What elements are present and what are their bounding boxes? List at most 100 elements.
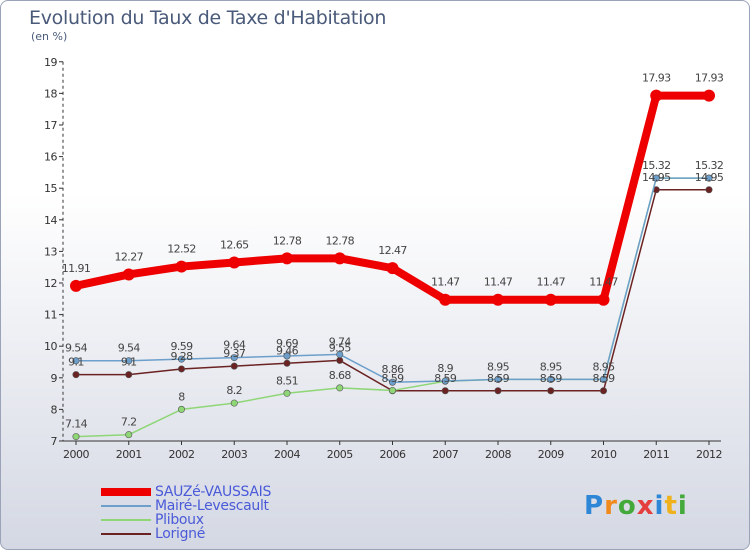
- data-label: 8.9: [437, 362, 453, 375]
- series-point-1: [544, 293, 557, 306]
- data-label: 9.69: [276, 337, 299, 350]
- y-tick-label: 15: [44, 182, 57, 195]
- x-tick-label: 2001: [116, 448, 142, 461]
- data-label: 12.65: [220, 238, 249, 251]
- x-tick-label: 2008: [485, 448, 511, 461]
- y-tick-label: 9: [51, 372, 58, 385]
- y-tick-label: 16: [44, 151, 57, 164]
- data-label: 11.91: [62, 262, 91, 275]
- series-point-4: [72, 371, 80, 379]
- data-label: 8.59: [381, 372, 404, 385]
- data-label: 9.1: [121, 356, 137, 369]
- series-point-2: [72, 357, 80, 365]
- legend-swatch-pliboux: [101, 519, 151, 521]
- series-point-1: [703, 89, 715, 102]
- legend-swatch-maire: [101, 505, 151, 507]
- series-point-3: [388, 386, 396, 394]
- legend-label-maire: Mairé-Levescault: [155, 498, 269, 514]
- series-point-3: [230, 399, 238, 407]
- series-point-2: [125, 357, 133, 365]
- x-tick-label: 2002: [169, 448, 195, 461]
- y-tick-label: 14: [44, 214, 57, 227]
- series-point-3: [283, 389, 291, 397]
- data-label: 9.54: [65, 342, 88, 355]
- x-tick-label: 2003: [221, 448, 247, 461]
- data-label: 8.59: [540, 372, 563, 385]
- data-label: 8.95: [592, 360, 615, 373]
- x-tick-label: 2005: [327, 448, 353, 461]
- y-tick-label: 7: [51, 435, 58, 448]
- data-label: 9.37: [223, 347, 246, 360]
- series-point-3: [336, 384, 344, 392]
- data-label: 11.47: [589, 276, 618, 289]
- data-label: 17.93: [695, 72, 724, 85]
- chart-subtitle: (en %): [31, 30, 68, 43]
- series-point-4: [547, 387, 555, 395]
- series-point-2: [547, 375, 555, 383]
- data-label: 8.59: [487, 372, 510, 385]
- data-label: 11.47: [537, 276, 566, 289]
- data-label: 14.95: [642, 171, 671, 184]
- data-label: 7.14: [65, 418, 88, 431]
- series-point-1: [281, 252, 293, 265]
- series-point-2: [283, 352, 291, 360]
- series-point-2: [652, 174, 660, 182]
- data-label: 8.68: [329, 369, 352, 382]
- legend-label-pliboux: Pliboux: [155, 512, 204, 528]
- series-point-4: [125, 371, 133, 379]
- series-point-1: [439, 293, 452, 306]
- y-tick-label: 10: [44, 340, 57, 353]
- series-point-4: [230, 362, 238, 370]
- series-point-1: [333, 252, 346, 265]
- x-tick-label: 2011: [643, 448, 669, 461]
- data-label: 8.51: [276, 374, 298, 387]
- data-label: 15.32: [642, 159, 671, 172]
- data-label: 14.95: [695, 171, 724, 184]
- data-label: 9.59: [170, 340, 193, 353]
- series-point-1: [228, 256, 241, 269]
- series-point-3: [125, 431, 133, 439]
- x-tick-label: 2006: [380, 448, 406, 461]
- data-label: 9.46: [276, 344, 299, 357]
- series-point-2: [336, 350, 344, 358]
- x-tick-label: 2000: [63, 448, 89, 461]
- series-point-2: [388, 378, 396, 386]
- series-point-2: [178, 355, 186, 363]
- y-tick-label: 17: [44, 119, 57, 132]
- y-tick-label: 18: [44, 87, 57, 100]
- series-point-4: [283, 359, 291, 367]
- data-label: 11.47: [484, 276, 513, 289]
- series-point-4: [336, 356, 344, 364]
- data-label: 15.32: [695, 159, 724, 172]
- y-tick-label: 12: [44, 277, 57, 290]
- legend-label-sauze: SAUZé-VAUSSAIS: [155, 484, 272, 500]
- y-tick-label: 11: [44, 309, 57, 322]
- data-label: 9.64: [223, 339, 246, 352]
- x-tick-label: 2010: [591, 448, 617, 461]
- series-point-4: [599, 387, 607, 395]
- series-point-1: [122, 268, 135, 281]
- data-label: 9.54: [118, 342, 141, 355]
- data-label: 9.1: [68, 356, 84, 369]
- x-tick-label: 2004: [274, 448, 300, 461]
- x-tick-label: 2007: [432, 448, 458, 461]
- y-tick-label: 8: [51, 403, 58, 416]
- series-point-1: [175, 260, 188, 273]
- data-label: 9.55: [329, 341, 352, 354]
- data-label: 8.95: [540, 360, 563, 373]
- series-point-4: [178, 365, 186, 373]
- series-point-2: [230, 354, 238, 362]
- data-label: 8.86: [381, 363, 404, 376]
- data-label: 12.27: [115, 250, 144, 263]
- series-point-1: [492, 293, 504, 306]
- y-tick-label: 19: [44, 56, 57, 69]
- chart-title: Evolution du Taux de Taxe d'Habitation: [29, 7, 387, 29]
- data-label: 8.59: [592, 372, 615, 385]
- series-point-2: [441, 377, 449, 385]
- series-point-2: [599, 375, 607, 383]
- series-point-3: [72, 433, 80, 441]
- series-point-1: [386, 262, 399, 275]
- data-label: 11.47: [431, 276, 460, 289]
